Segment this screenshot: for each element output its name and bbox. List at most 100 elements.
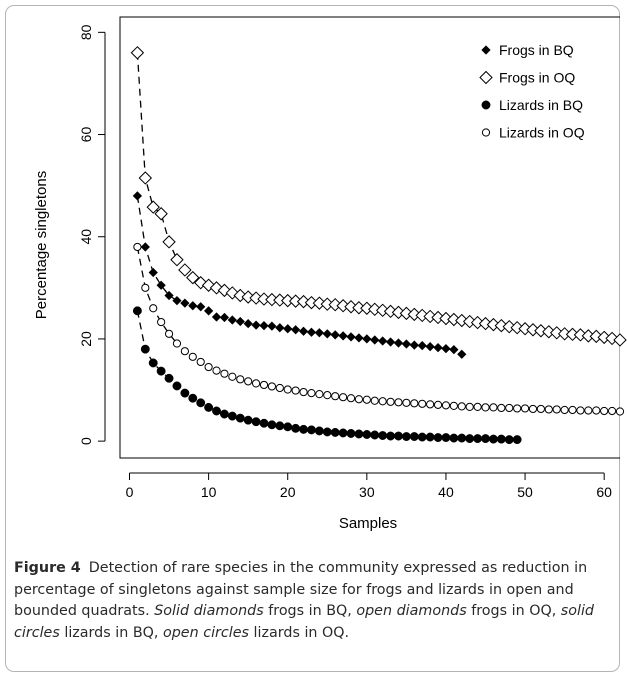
figure-label: Figure 4	[14, 560, 81, 576]
legend-label: Frogs in BQ	[499, 42, 574, 58]
data-point	[186, 270, 200, 285]
plot-border	[119, 16, 620, 459]
data-point	[615, 407, 625, 416]
caption-italic-term: open circles	[162, 624, 249, 641]
data-point	[346, 332, 356, 342]
data-point	[227, 315, 237, 325]
x-tick-label: 10	[201, 484, 217, 500]
data-point	[275, 383, 284, 393]
data-point	[275, 323, 285, 333]
data-point	[291, 423, 301, 433]
caption-segment: frogs in OQ,	[466, 603, 561, 620]
figure-caption: Figure 4 Detection of rare species in the…	[14, 558, 614, 644]
data-point	[378, 397, 387, 406]
data-point	[140, 242, 150, 252]
data-point	[154, 207, 168, 221]
data-point	[172, 295, 182, 306]
data-point	[132, 306, 142, 316]
data-point	[157, 317, 166, 327]
data-point	[441, 433, 451, 443]
data-point	[441, 344, 451, 354]
y-tick-label: 80	[78, 24, 94, 40]
data-point	[188, 393, 198, 403]
caption-text: Detection of rare species in the communi…	[14, 560, 594, 641]
data-point	[550, 326, 564, 340]
data-point	[536, 404, 545, 414]
data-point	[148, 267, 158, 278]
y-tick-label: 40	[78, 229, 94, 245]
data-point	[146, 200, 160, 214]
data-point	[211, 312, 222, 322]
data-point	[312, 296, 327, 310]
data-point	[236, 375, 245, 384]
data-point	[251, 379, 261, 388]
chart-marks	[130, 46, 627, 445]
legend-marker	[481, 128, 491, 137]
data-point	[542, 325, 556, 339]
data-point	[457, 433, 467, 443]
data-point	[259, 380, 269, 390]
data-point	[235, 413, 245, 423]
data-point	[219, 409, 229, 419]
data-point	[505, 403, 514, 413]
data-point	[298, 326, 309, 336]
data-point	[307, 425, 316, 435]
data-point	[573, 328, 588, 342]
data-point	[315, 390, 324, 399]
data-point	[360, 301, 374, 315]
data-point	[370, 335, 380, 345]
x-tick-label: 30	[359, 484, 375, 500]
data-point	[235, 316, 245, 327]
data-point	[600, 406, 609, 416]
x-tick-label: 40	[438, 484, 454, 500]
legend-label: Frogs in OQ	[499, 70, 575, 86]
data-point	[433, 433, 443, 443]
data-point	[512, 435, 522, 445]
data-point	[244, 377, 253, 386]
data-point	[518, 322, 532, 336]
data-point	[164, 290, 174, 301]
data-point	[196, 398, 206, 408]
data-point	[344, 300, 358, 314]
data-point	[552, 405, 561, 414]
data-point	[409, 432, 419, 441]
data-point	[370, 430, 380, 440]
data-point	[433, 342, 443, 353]
data-point	[394, 431, 403, 441]
data-point	[130, 46, 145, 60]
data-point	[306, 327, 317, 337]
data-point	[178, 263, 192, 277]
data-point	[164, 329, 174, 338]
chart-axes: 0 10 20 30 40 50 60 0 20 40 60 80	[78, 16, 620, 500]
data-point	[156, 280, 166, 290]
data-point	[219, 312, 230, 323]
data-point	[251, 320, 261, 330]
data-point	[180, 347, 189, 356]
data-point	[283, 422, 293, 432]
data-point	[386, 397, 395, 406]
data-point	[410, 399, 419, 408]
data-point	[441, 401, 451, 410]
data-point	[180, 298, 190, 308]
data-point	[296, 294, 311, 309]
data-point	[386, 431, 396, 441]
caption-italic-term: solid circles	[14, 603, 595, 641]
data-point	[534, 324, 548, 338]
data-point	[489, 403, 498, 412]
data-point	[368, 302, 382, 317]
data-point	[299, 387, 308, 397]
data-point	[423, 309, 437, 324]
series-line	[136, 310, 178, 387]
series-line	[136, 195, 178, 302]
data-point	[164, 373, 174, 383]
data-point	[291, 386, 300, 395]
data-point	[259, 418, 269, 428]
data-point	[220, 369, 229, 378]
data-point	[249, 291, 263, 305]
data-point	[425, 341, 435, 352]
data-point	[401, 339, 412, 349]
caption-italic-term: open diamonds	[356, 603, 467, 620]
data-point	[243, 415, 253, 425]
data-point	[584, 406, 593, 415]
data-point	[172, 381, 182, 391]
